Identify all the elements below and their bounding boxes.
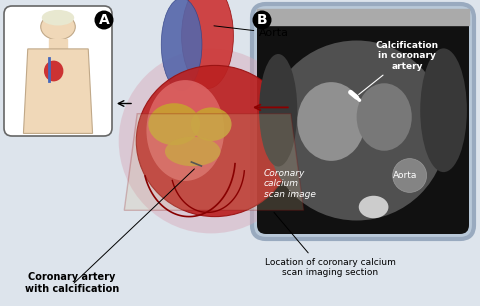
Text: Aorta: Aorta [214, 26, 289, 38]
Ellipse shape [393, 159, 427, 192]
Ellipse shape [191, 107, 231, 141]
FancyBboxPatch shape [4, 6, 112, 136]
Ellipse shape [297, 82, 365, 161]
Polygon shape [124, 114, 304, 210]
Bar [257, 9, 469, 25]
Text: Coronary
calcium
scan image: Coronary calcium scan image [264, 169, 316, 199]
Ellipse shape [266, 40, 447, 221]
Text: Location of coronary calcium
scan imaging section: Location of coronary calcium scan imagin… [264, 258, 396, 278]
Ellipse shape [165, 137, 220, 166]
Ellipse shape [357, 83, 412, 151]
Polygon shape [24, 49, 93, 133]
Ellipse shape [44, 61, 63, 81]
Ellipse shape [146, 80, 224, 181]
Ellipse shape [119, 49, 304, 233]
Ellipse shape [359, 196, 388, 218]
Text: B: B [257, 13, 267, 27]
Ellipse shape [259, 54, 297, 166]
FancyBboxPatch shape [252, 4, 474, 239]
Ellipse shape [148, 103, 200, 145]
Text: Aorta: Aorta [393, 171, 418, 180]
Ellipse shape [161, 0, 202, 91]
Ellipse shape [136, 65, 294, 217]
Text: Calcification
in coronary
artery: Calcification in coronary artery [359, 41, 439, 95]
Text: A: A [98, 13, 109, 27]
Ellipse shape [41, 14, 75, 40]
FancyBboxPatch shape [257, 9, 469, 234]
Bar [49, 39, 67, 49]
Ellipse shape [420, 48, 467, 172]
Ellipse shape [42, 10, 74, 25]
Text: Coronary artery
with calcification: Coronary artery with calcification [25, 272, 119, 294]
Ellipse shape [181, 0, 233, 88]
